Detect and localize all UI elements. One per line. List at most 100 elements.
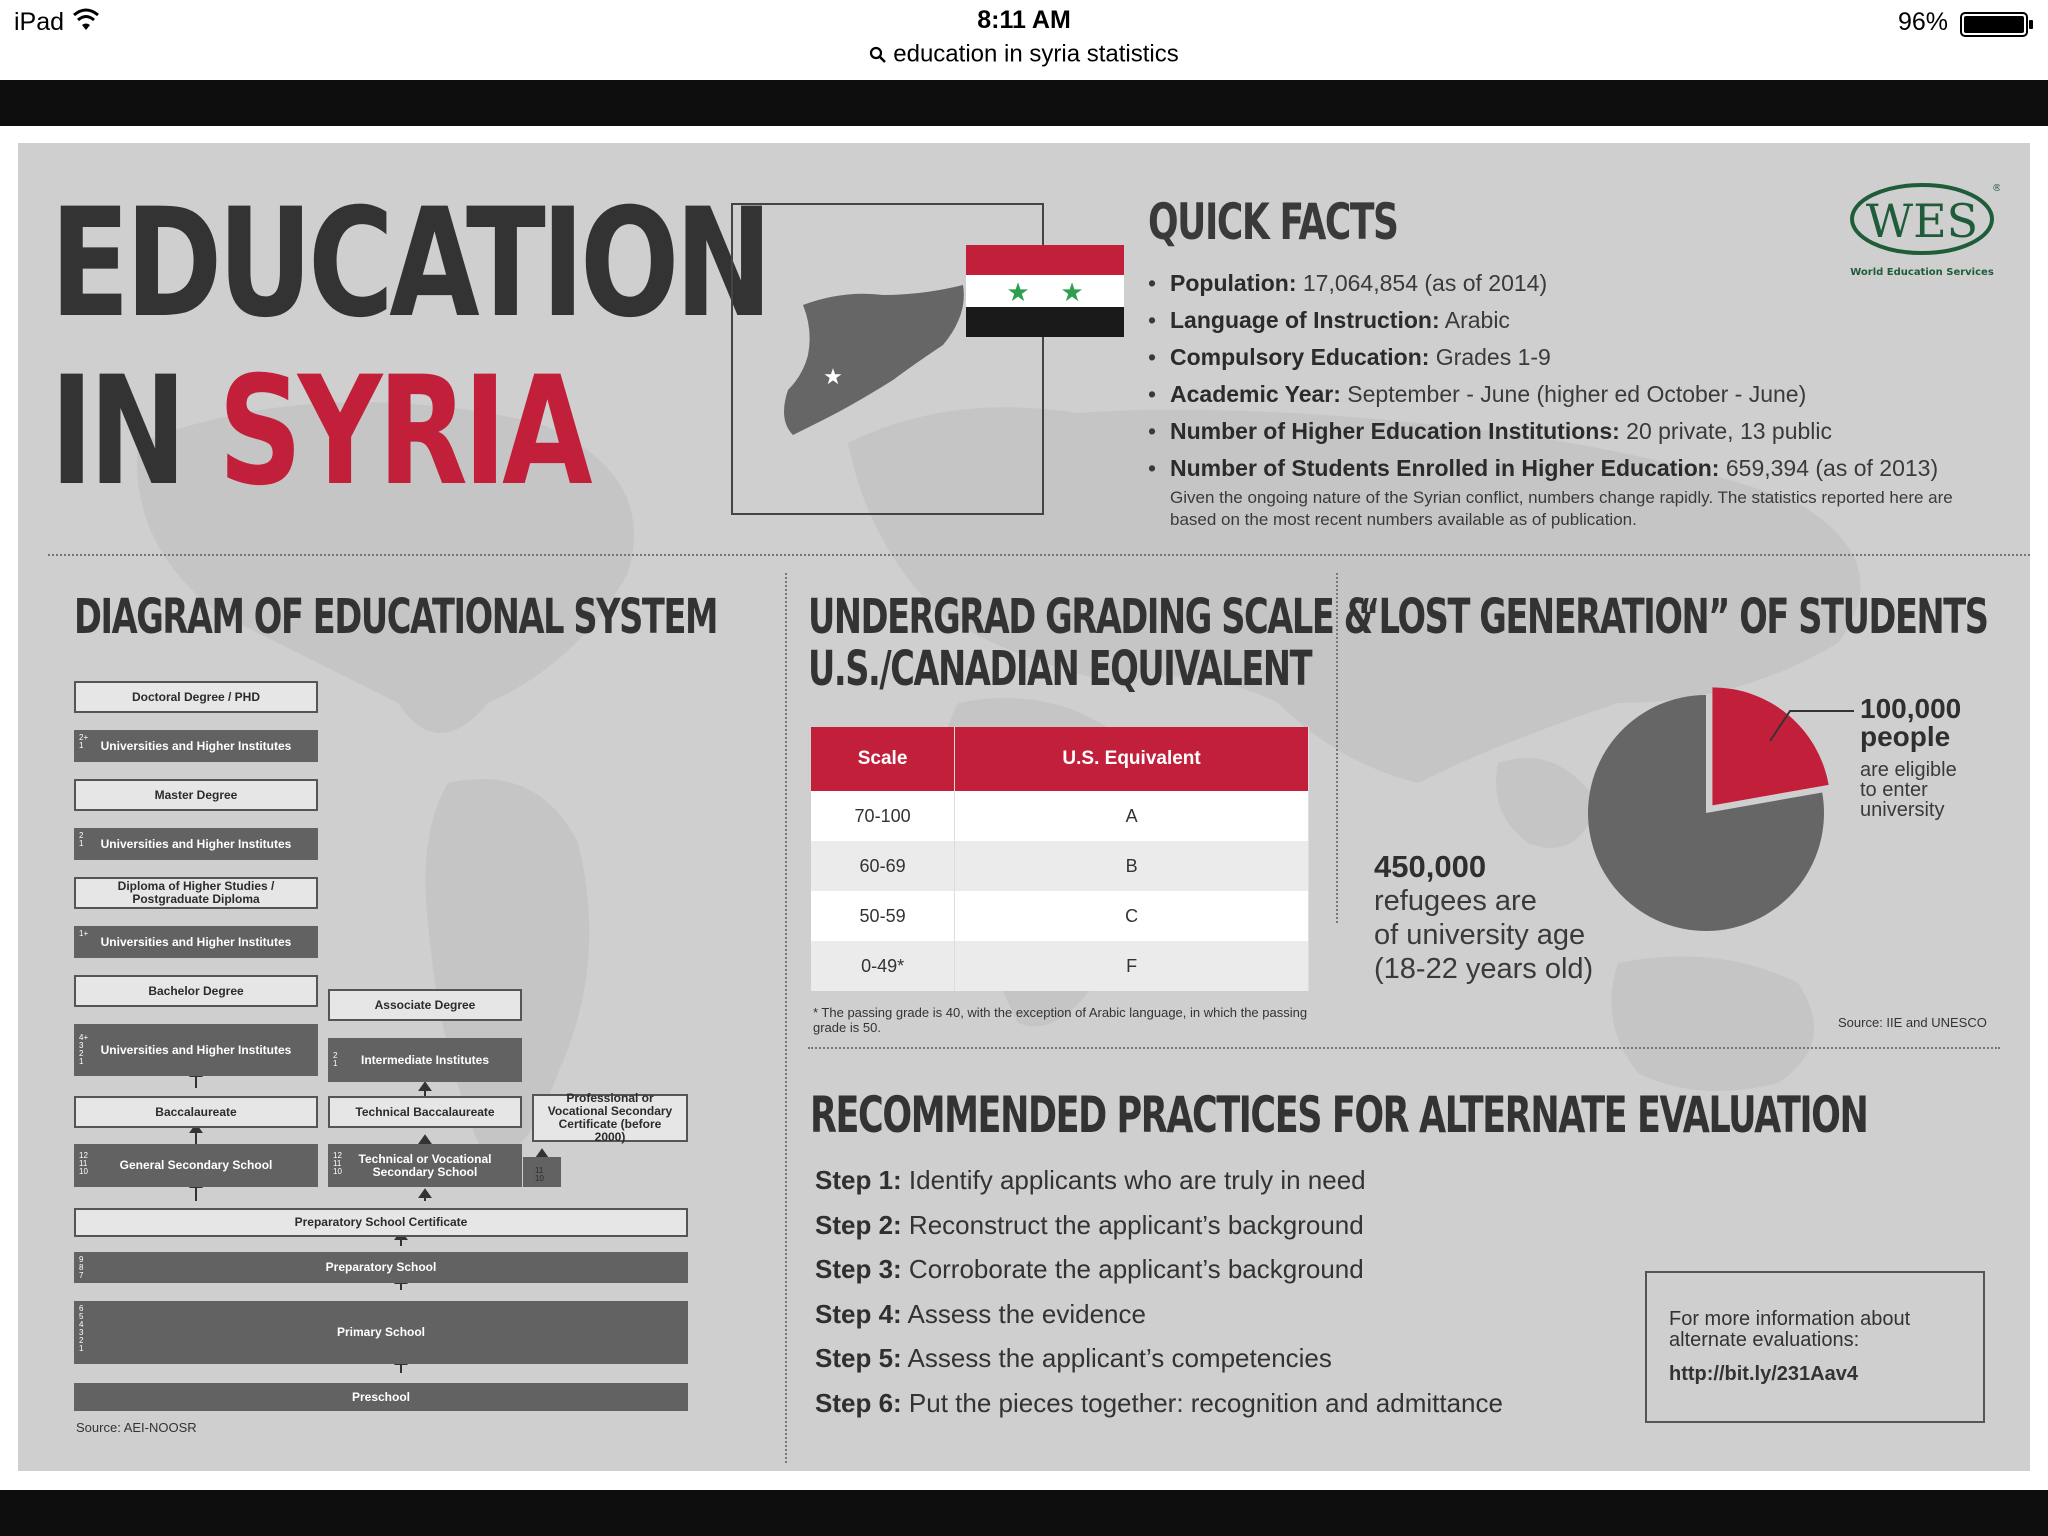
years-univ-3: 1+ bbox=[79, 929, 89, 938]
box-technical-bacc: Technical Baccalaureate bbox=[328, 1096, 522, 1128]
box-bachelor: Bachelor Degree bbox=[74, 975, 318, 1007]
more-info-link[interactable]: http://bit.ly/231Aav4 bbox=[1669, 1363, 1858, 1385]
practices-steps: Step 1: Identify applicants who are trul… bbox=[815, 1165, 1503, 1432]
fact-institutions: Number of Higher Education Institutions:… bbox=[1148, 415, 1988, 452]
years-univ-1: 2+ 1 bbox=[79, 733, 89, 750]
fact-language: Language of Instruction: Arabic bbox=[1148, 304, 1988, 341]
battery-percentage: 96% bbox=[1897, 8, 1948, 36]
years-prep-school: 9 8 7 bbox=[79, 1255, 84, 1280]
lost-generation-pie bbox=[1588, 687, 1829, 931]
table-row: 0-49* F bbox=[811, 941, 1309, 991]
list-item: Step 2: Reconstruct the applicant’s back… bbox=[815, 1209, 1364, 1240]
wes-logo: WES ® World Education Services bbox=[1850, 183, 2000, 278]
box-prep-cert: Preparatory School Certificate bbox=[74, 1208, 688, 1237]
practices-heading: RECOMMENDED PRACTICES FOR ALTERNATE EVAL… bbox=[810, 1086, 1869, 1144]
quick-facts-note: Given the ongoing nature of the Syrian c… bbox=[1170, 488, 1953, 529]
diagram-heading: DIAGRAM OF EDUCATIONAL SYSTEM bbox=[74, 589, 718, 645]
divider-grading bbox=[1336, 573, 1338, 923]
box-univ-1: 2+ 1 Universities and Higher Institutes bbox=[74, 730, 318, 762]
list-item: Step 1: Identify applicants who are trul… bbox=[815, 1165, 1366, 1195]
refugees-line-3: (18-22 years old) bbox=[1374, 953, 1594, 985]
svg-text:★: ★ bbox=[823, 365, 843, 390]
refugees-line-2: of university age bbox=[1374, 919, 1586, 951]
eligible-number: 100,000 bbox=[1860, 693, 1962, 724]
box-preschool: Preschool bbox=[74, 1383, 688, 1411]
grading-table: Scale U.S. Equivalent 70-100 A 60-69 B 50-… bbox=[811, 727, 1309, 991]
refugees-line-1: refugees are bbox=[1374, 885, 1537, 917]
box-intermediate: 2 1 Intermediate Institutes bbox=[328, 1038, 522, 1082]
eligible-line-1: are eligible bbox=[1860, 759, 1957, 781]
infographic: EDUCATION IN SYRIA ★ ★ ★ QUICK FACTS Pop… bbox=[18, 143, 2030, 1471]
list-item: Step 5: Assess the applicant’s competenc… bbox=[815, 1343, 1332, 1373]
bottom-band bbox=[0, 1490, 2048, 1536]
years-intermediate: 2 1 bbox=[333, 1051, 338, 1068]
battery-icon bbox=[1960, 12, 2033, 37]
years-prof: 11 10 bbox=[535, 1166, 544, 1183]
box-prep-school: 9 8 7 Preparatory School bbox=[74, 1252, 688, 1283]
divider-middle bbox=[808, 1047, 2000, 1049]
years-tech-voc: 12 11 10 bbox=[333, 1151, 342, 1176]
svg-text:WES: WES bbox=[1866, 194, 1978, 248]
lost-generation-heading: “LOST GENERATION” OF STUDENTS bbox=[1358, 589, 1989, 645]
svg-text:®: ® bbox=[1992, 183, 2000, 194]
grading-col-us: U.S. Equivalent bbox=[954, 727, 1309, 791]
quick-facts-list: Population: 17,064,854 (as of 2014) Lang… bbox=[1148, 267, 1988, 489]
box-associate: Associate Degree bbox=[328, 989, 522, 1021]
svg-text:★: ★ bbox=[1006, 278, 1029, 308]
toolbar-band bbox=[0, 80, 2048, 126]
eligible-line-2: to enter bbox=[1860, 779, 1928, 801]
box-univ-3: 1+ Universities and Higher Institutes bbox=[74, 926, 318, 958]
url-text: education in syria statistics bbox=[893, 40, 1179, 68]
address-bar[interactable]: education in syria statistics bbox=[0, 40, 2048, 69]
grading-footnote: * The passing grade is 40, with the exce… bbox=[813, 1005, 1308, 1035]
quick-facts-heading: QUICK FACTS bbox=[1148, 193, 1399, 251]
box-univ-2: 2 1 Universities and Higher Institutes bbox=[74, 828, 318, 860]
wifi-icon bbox=[73, 8, 99, 30]
eligible-line-3: university bbox=[1860, 799, 1945, 821]
status-bar: iPad 8:11 AM 96% education in syria stat… bbox=[0, 0, 2048, 80]
syria-map: ★ bbox=[784, 285, 964, 435]
table-row: 50-59 C bbox=[811, 891, 1309, 941]
box-prof-cert: Professional or Vocational Secondary Cer… bbox=[532, 1092, 688, 1144]
box-general-secondary: 12 11 10 General Secondary School bbox=[74, 1144, 318, 1187]
grading-heading-line-2: U.S./CANADIAN EQUIVALENT bbox=[808, 641, 1313, 697]
syria-flag: ★ ★ bbox=[966, 245, 1124, 337]
svg-text:★: ★ bbox=[1060, 278, 1083, 308]
box-prof-years: 11 10 bbox=[523, 1157, 561, 1187]
eligible-word: people bbox=[1860, 721, 1951, 752]
svg-text:World Education Services: World Education Services bbox=[1850, 267, 1994, 278]
more-info-box: For more information about alternate eva… bbox=[1645, 1271, 1985, 1423]
years-univ-2: 2 1 bbox=[79, 831, 84, 848]
refugees-number: 450,000 bbox=[1374, 849, 1487, 884]
list-item: Step 3: Corroborate the applicant’s back… bbox=[815, 1254, 1364, 1284]
diagram-source: Source: AEI-NOOSR bbox=[76, 1420, 197, 1435]
box-tech-voc-school: 12 11 10 Technical or Vocational Seconda… bbox=[328, 1144, 522, 1187]
title-syria: SYRIA bbox=[218, 345, 592, 519]
device-name: iPad bbox=[14, 8, 65, 36]
fact-enrolled: Number of Students Enrolled in Higher Ed… bbox=[1148, 452, 1988, 489]
box-baccalaureate: Baccalaureate bbox=[74, 1096, 318, 1128]
box-doctoral: Doctoral Degree / PHD bbox=[74, 681, 318, 713]
years-general-secondary: 12 11 10 bbox=[79, 1151, 88, 1176]
box-master: Master Degree bbox=[74, 779, 318, 811]
syria-map-box: ★ ★ ★ bbox=[731, 203, 1124, 515]
box-primary: 6 5 4 3 2 1 Primary School bbox=[74, 1301, 688, 1364]
lost-generation-source: Source: IIE and UNESCO bbox=[1838, 1015, 1987, 1030]
fact-academic-year: Academic Year: September - June (higher … bbox=[1148, 378, 1988, 415]
fact-population: Population: 17,064,854 (as of 2014) bbox=[1148, 267, 1988, 304]
list-item: Step 6: Put the pieces together: recogni… bbox=[815, 1387, 1503, 1418]
table-row: 70-100 A bbox=[811, 791, 1309, 841]
pie-slice-refugees bbox=[1588, 695, 1824, 931]
fact-compulsory: Compulsory Education: Grades 1-9 bbox=[1148, 341, 1988, 378]
grading-col-scale: Scale bbox=[811, 727, 956, 791]
pie-slice-eligible bbox=[1712, 687, 1829, 806]
box-diploma: Diploma of Higher Studies / Postgraduate… bbox=[74, 877, 318, 909]
more-info-text: For more information about alternate eva… bbox=[1669, 1308, 1911, 1351]
title-in: IN bbox=[50, 345, 187, 519]
years-univ-4: 4+ 3 2 1 bbox=[79, 1033, 89, 1066]
search-icon bbox=[870, 46, 887, 63]
grading-heading-line-1: UNDERGRAD GRADING SCALE & bbox=[808, 589, 1373, 645]
divider-top bbox=[48, 554, 2030, 556]
title-line-2: IN SYRIA bbox=[50, 357, 593, 507]
title-line-1: EDUCATION bbox=[50, 177, 773, 351]
